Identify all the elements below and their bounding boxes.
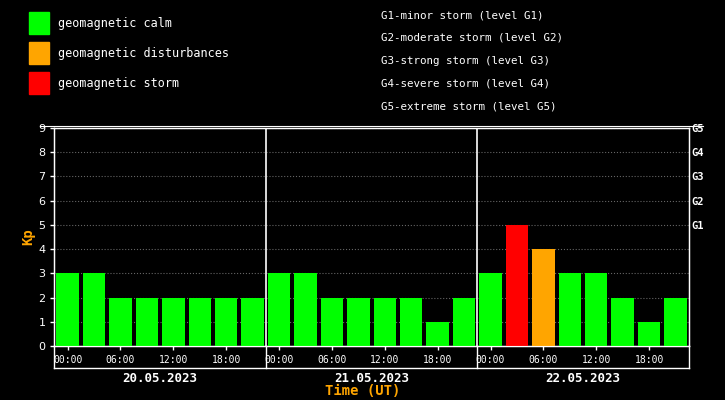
Bar bbox=[268, 273, 290, 346]
Bar bbox=[294, 273, 317, 346]
Bar bbox=[241, 298, 264, 346]
Text: geomagnetic disturbances: geomagnetic disturbances bbox=[58, 46, 229, 60]
Text: G4-severe storm (level G4): G4-severe storm (level G4) bbox=[381, 78, 550, 88]
Bar bbox=[479, 273, 502, 346]
Text: 20.05.2023: 20.05.2023 bbox=[123, 372, 198, 385]
Text: 22.05.2023: 22.05.2023 bbox=[545, 372, 621, 385]
Bar bbox=[373, 298, 396, 346]
Text: geomagnetic storm: geomagnetic storm bbox=[58, 76, 179, 90]
Bar bbox=[347, 298, 370, 346]
Bar bbox=[215, 298, 237, 346]
Bar bbox=[162, 298, 185, 346]
Text: G2-moderate storm (level G2): G2-moderate storm (level G2) bbox=[381, 33, 563, 43]
Text: G3-strong storm (level G3): G3-strong storm (level G3) bbox=[381, 56, 550, 66]
Bar bbox=[506, 225, 529, 346]
Bar bbox=[136, 298, 158, 346]
Bar bbox=[109, 298, 132, 346]
Bar bbox=[320, 298, 343, 346]
Bar bbox=[453, 298, 476, 346]
Bar bbox=[585, 273, 608, 346]
Bar bbox=[83, 273, 105, 346]
Text: geomagnetic calm: geomagnetic calm bbox=[58, 16, 172, 30]
Text: G1-minor storm (level G1): G1-minor storm (level G1) bbox=[381, 10, 543, 20]
Bar bbox=[188, 298, 211, 346]
Bar bbox=[664, 298, 687, 346]
Text: 21.05.2023: 21.05.2023 bbox=[334, 372, 409, 385]
Bar bbox=[638, 322, 660, 346]
Bar bbox=[558, 273, 581, 346]
Y-axis label: Kp: Kp bbox=[22, 229, 36, 245]
Text: Time (UT): Time (UT) bbox=[325, 384, 400, 398]
Bar bbox=[57, 273, 79, 346]
Bar bbox=[532, 249, 555, 346]
Bar bbox=[611, 298, 634, 346]
Bar bbox=[426, 322, 449, 346]
Text: G5-extreme storm (level G5): G5-extreme storm (level G5) bbox=[381, 101, 556, 111]
Bar bbox=[400, 298, 423, 346]
